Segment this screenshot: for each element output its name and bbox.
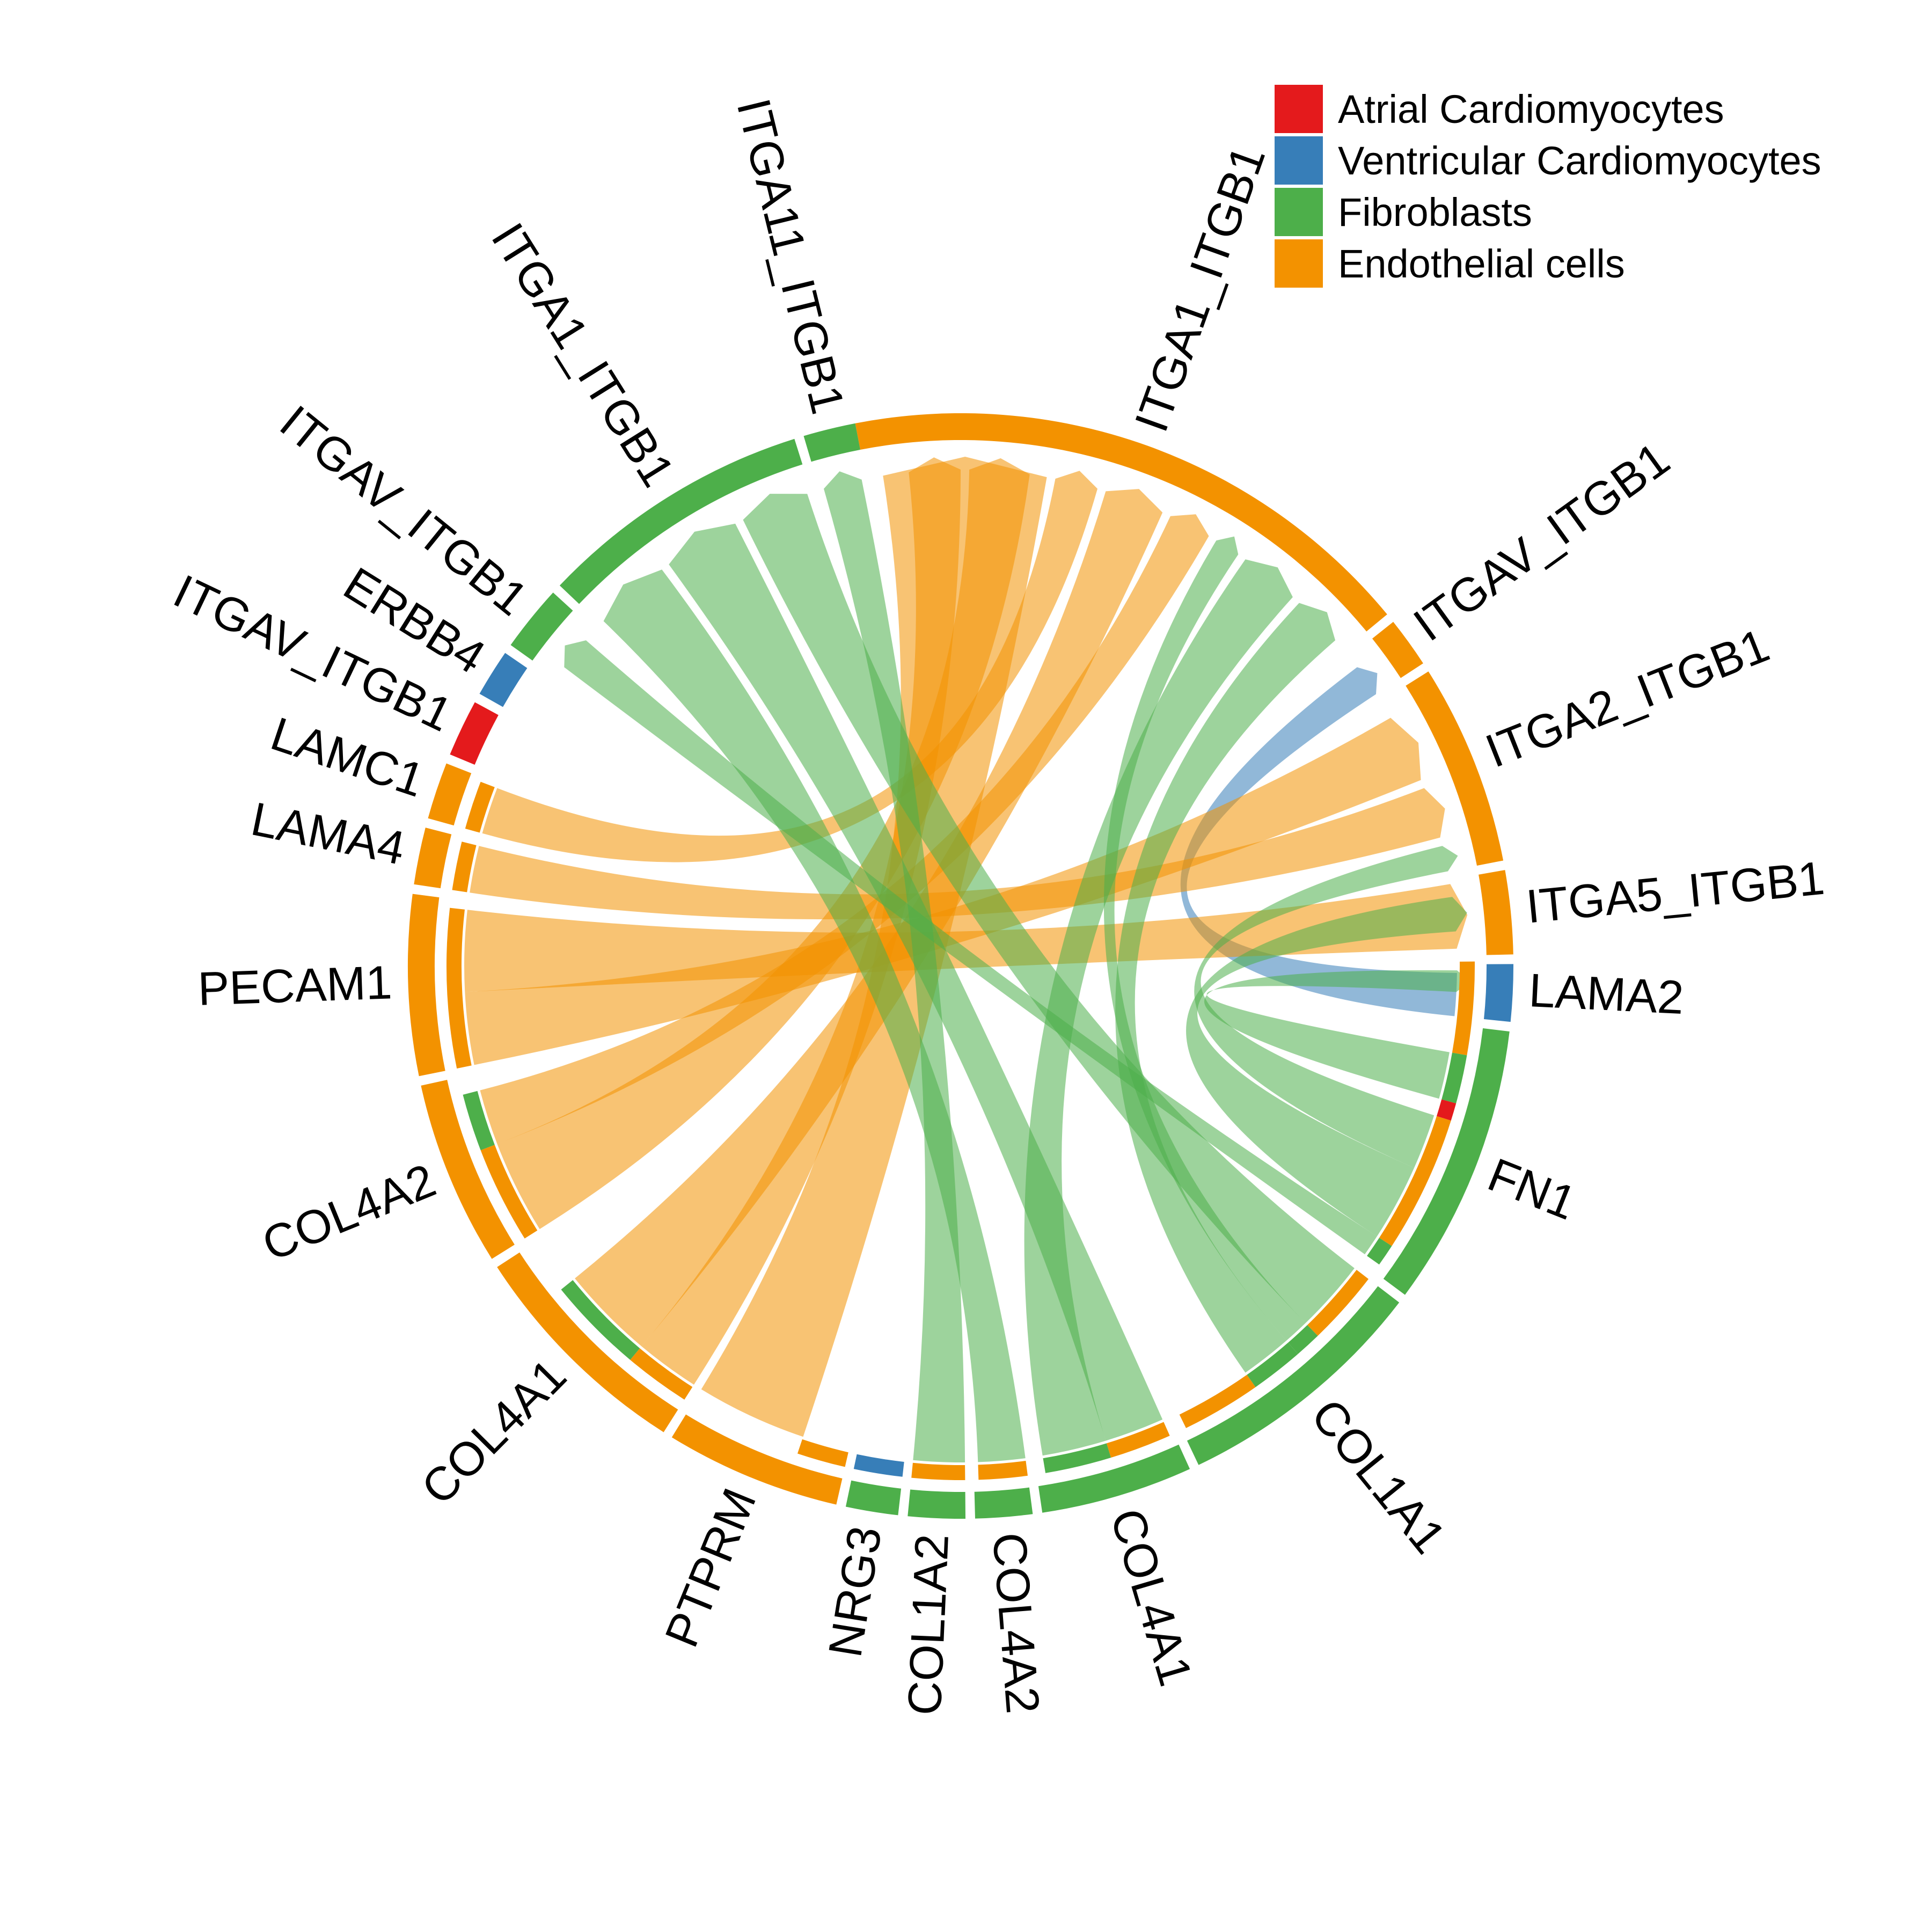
sector-arc [408,894,445,1077]
inner-track-segment [911,1462,965,1481]
inner-track-segment [480,1145,538,1239]
sector-arc [428,763,472,826]
sector-arc [421,1080,515,1259]
legend: Atrial Cardiomyocytes Ventricular Cardio… [1275,83,1821,289]
sector-arc [1479,870,1513,955]
sector-arc [803,423,860,462]
legend-item-fibroblasts: Fibroblasts [1275,186,1821,238]
sector-arc [908,1489,965,1519]
inner-track-segment [1367,1238,1392,1265]
inner-track-segment [452,841,477,892]
sector-arc [1372,621,1423,678]
inner-track-segment [1043,1443,1111,1473]
inner-track-segment [1441,1052,1467,1103]
inner-track-segment [978,1461,1028,1480]
sector-label: ITGA1_ITGB1 [481,214,685,495]
sector-arc [497,1252,678,1432]
legend-label: Ventricular Cardiomyocytes [1338,138,1821,183]
legend-item-atrial: Atrial Cardiomyocytes [1275,83,1821,135]
inner-track-segment [1437,1099,1457,1121]
sector-arc [671,1414,843,1505]
inner-track-segment [1379,1116,1451,1246]
outer-track [408,413,1514,1519]
chord-link [464,884,1468,992]
chord-link [1204,970,1470,1099]
inner-track-segment [1179,1374,1256,1428]
sector-label: ITGA11_ITGB1 [727,93,855,419]
sector-arc [974,1487,1033,1519]
sector-arc [1406,671,1504,866]
chord-link [669,523,1163,1441]
sector-label: NRG3 [818,1523,891,1660]
sector-label: ITGA2_ITGB1 [1479,618,1776,778]
sector-arc [1484,964,1514,1022]
inner-track-segment [447,908,472,1069]
chord-link [1194,846,1458,1168]
chord-link [575,489,1163,1346]
sector-label: PTPRM [654,1481,766,1655]
sector-label: COL4A1 [1101,1503,1203,1692]
sector-arc [559,438,803,604]
legend-swatch [1275,136,1323,185]
chord-link [480,514,1209,1144]
inner-track-segment [797,1439,848,1467]
sector-label: PECAM1 [197,955,393,1015]
sector-label: ITGA1_ITGB1 [1124,138,1276,438]
inner-track-segment [465,781,495,833]
chord-link [1024,559,1293,1456]
legend-swatch [1275,85,1323,133]
chord-link [1186,897,1467,1236]
sector-arc [479,653,528,707]
legend-item-ventricular: Ventricular Cardiomyocytes [1275,135,1821,186]
sector-label: ITGA5_ITGB1 [1524,851,1827,933]
legend-swatch [1275,188,1323,236]
legend-swatch [1275,239,1323,288]
chord-link [1115,603,1336,1373]
sector-label: ITGAV_ITGB1 [1404,432,1679,652]
inner-track-segment [853,1454,904,1477]
legend-item-endothelial: Endothelial cells [1275,238,1821,289]
sector-arc [1187,1286,1400,1465]
inner-track-segment [1307,1270,1368,1336]
sector-arc [450,702,499,765]
chord-link [497,458,1030,1230]
chord-link [743,494,1355,1323]
sector-label: FN1 [1481,1147,1584,1230]
sector-label: LAMA4 [247,792,409,875]
chord-link [482,471,1097,862]
sector-label: COL4A2 [983,1531,1050,1715]
legend-label: Endothelial cells [1338,241,1625,286]
chord-link [603,569,1026,1462]
sector-arc [1383,1028,1510,1295]
legend-label: Atrial Cardiomyocytes [1338,86,1724,131]
sector-label: COL4A1 [411,1349,576,1514]
chord-link [824,471,965,1463]
inner-track-segment [1106,1422,1170,1458]
chord-links [464,457,1470,1463]
sector-arc [855,413,1387,632]
sector-arc [845,1480,902,1516]
inner-track-segment [630,1348,693,1400]
sector-label: LAMA2 [1528,963,1685,1024]
inner-track [447,781,1475,1481]
sector-arc [1038,1444,1190,1513]
chord-link [470,788,1445,919]
inner-track-segment [1288,1325,1318,1354]
sector-arc [414,828,452,889]
sector-arc [510,592,573,661]
sector-label: COL1A2 [897,1533,958,1717]
legend-label: Fibroblasts [1338,189,1532,235]
inner-track-segment [1247,1342,1298,1387]
sector-label: COL1A1 [1301,1389,1456,1563]
inner-track-segment [561,1280,640,1360]
inner-track-segment [1452,961,1475,1056]
inner-track-segment [463,1091,495,1151]
sector-label: COL4A2 [255,1153,443,1271]
